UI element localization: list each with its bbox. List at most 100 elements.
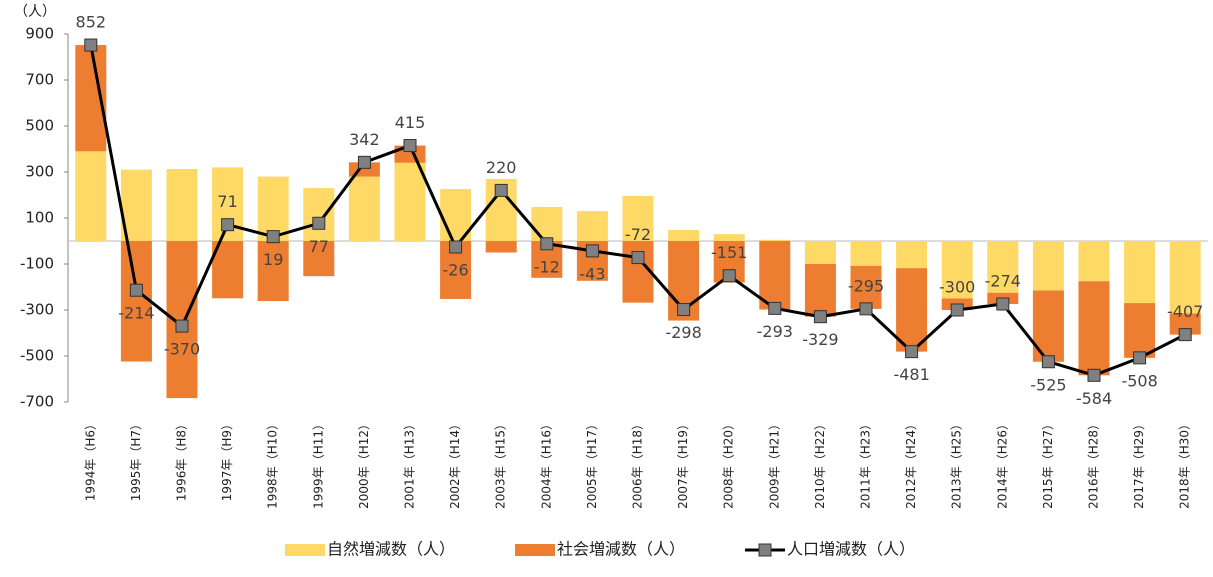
data-label: -26 (443, 260, 469, 279)
bar (759, 241, 791, 310)
data-label: 19 (263, 250, 283, 269)
legend-label: 社会増減数（人） (557, 540, 685, 559)
x-tick-label: 2004年（H16） (539, 418, 553, 509)
y-tick-label: -500 (20, 347, 54, 365)
marker (585, 244, 599, 258)
marker (357, 155, 371, 169)
bar (257, 241, 289, 302)
marker (677, 303, 691, 317)
x-tick-label: 1996年（H8） (175, 418, 189, 501)
x-tick-label: 1997年（H9） (220, 418, 234, 501)
data-label: -481 (893, 365, 929, 384)
y-tick-label: 300 (25, 163, 54, 181)
bar (120, 241, 152, 362)
data-label: -72 (625, 225, 651, 244)
y-tick-label: -300 (20, 301, 54, 319)
y-unit: （人） (14, 4, 56, 20)
legend-swatch (285, 544, 325, 556)
legend-label: 人口増減数（人） (787, 540, 915, 559)
data-label: -295 (848, 276, 884, 295)
data-label: -525 (1030, 375, 1066, 394)
bar (1078, 241, 1110, 282)
marker (768, 301, 782, 315)
x-tick-label: 2016年（H28） (1087, 418, 1101, 509)
x-tick-label: 2010年（H22） (813, 418, 827, 509)
bar (987, 241, 1019, 293)
x-tick-label: 1995年（H7） (129, 418, 143, 501)
data-label: -12 (534, 257, 560, 276)
data-label: -584 (1076, 389, 1112, 408)
x-tick-label: 2013年（H25） (950, 418, 964, 509)
marker (312, 216, 326, 230)
data-label: -151 (711, 243, 747, 262)
bar (850, 265, 882, 309)
data-label: -214 (118, 304, 154, 323)
y-tick-label: 700 (25, 71, 54, 89)
bar (668, 229, 700, 241)
x-tick-label: 2009年（H21） (767, 418, 781, 509)
data-label: -43 (579, 264, 605, 283)
data-label: -329 (802, 330, 838, 349)
bar (1124, 303, 1156, 358)
bar (531, 206, 563, 241)
data-label: 852 (76, 13, 107, 32)
bar (1169, 313, 1201, 335)
bar (485, 241, 517, 253)
bar (850, 241, 882, 266)
data-label: -508 (1121, 371, 1157, 390)
x-tick-label: 2005年（H17） (585, 418, 599, 509)
x-tick-label: 2002年（H14） (448, 418, 462, 509)
bar (759, 239, 791, 241)
bar (622, 195, 654, 241)
x-tick-label: 1998年（H10） (266, 418, 280, 509)
y-tick-label: 100 (25, 209, 54, 227)
x-tick-label: 2000年（H12） (357, 418, 371, 509)
x-tick-label: 2011年（H23） (859, 418, 873, 509)
x-tick-label: 2012年（H24） (904, 418, 918, 509)
bar (166, 241, 198, 399)
bar (713, 234, 745, 241)
marker (722, 269, 736, 283)
x-tick-label: 2015年（H27） (1041, 418, 1055, 509)
x-tick-label: 1994年（H6） (83, 418, 97, 501)
x-tick-label: 2018年（H30） (1178, 418, 1192, 509)
data-label: 220 (486, 158, 517, 177)
marker (449, 240, 463, 254)
bar (941, 241, 973, 299)
bar (303, 241, 335, 277)
y-tick-label: -100 (20, 255, 54, 273)
legend-swatch (515, 544, 555, 556)
bar (166, 169, 198, 241)
data-label: 77 (309, 237, 329, 256)
marker (950, 303, 964, 317)
bar (804, 264, 836, 317)
marker (1087, 368, 1101, 382)
bar (576, 211, 608, 241)
x-tick-label: 2008年（H20） (722, 418, 736, 509)
bar (896, 268, 928, 352)
bar (348, 176, 380, 241)
bar (1078, 281, 1110, 376)
marker (494, 183, 508, 197)
bar (1169, 241, 1201, 314)
x-tick-label: 2001年（H13） (403, 418, 417, 509)
marker (266, 230, 280, 244)
marker (905, 345, 919, 359)
bar (1124, 241, 1156, 304)
y-tick-label: 900 (25, 25, 54, 43)
bar (896, 241, 928, 269)
marker (1133, 351, 1147, 365)
bar (75, 151, 107, 241)
data-label: -300 (939, 278, 975, 297)
bar (394, 162, 426, 241)
data-label: 342 (349, 130, 380, 149)
y-tick-label: 500 (25, 117, 54, 135)
marker (1041, 355, 1055, 369)
marker (631, 251, 645, 265)
bar (1032, 290, 1064, 362)
marker (996, 297, 1010, 311)
legend-label: 自然増減数（人） (327, 540, 455, 559)
marker (403, 139, 417, 153)
marker (221, 218, 235, 232)
